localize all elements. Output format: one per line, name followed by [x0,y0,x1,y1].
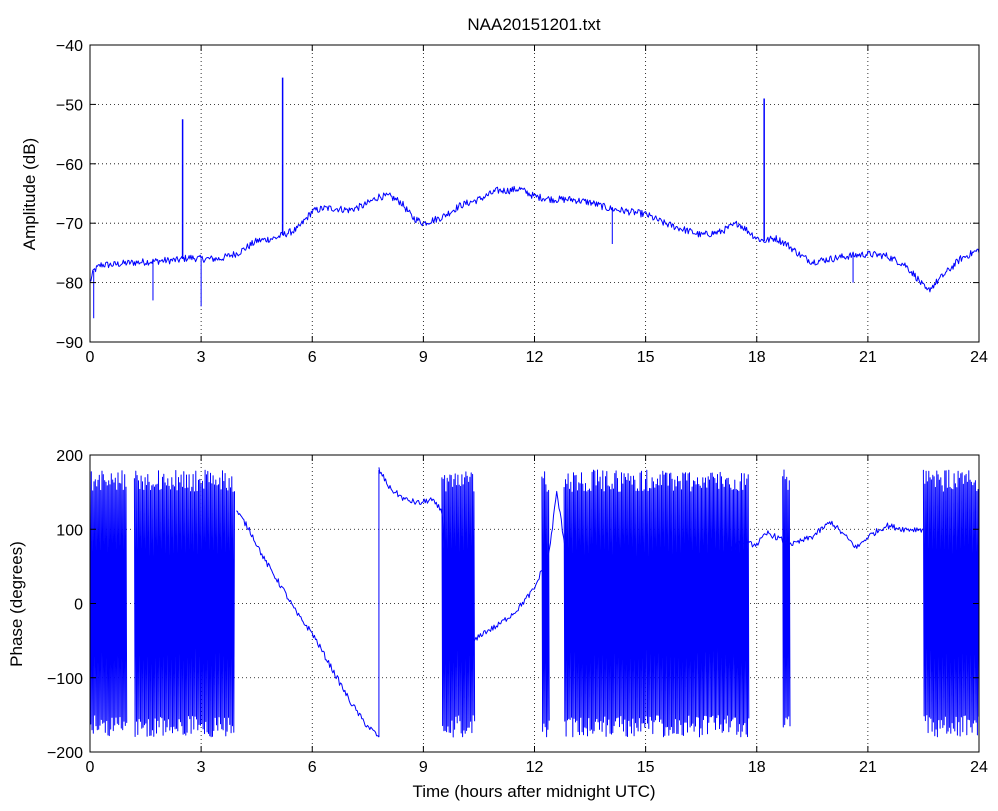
phase-x-axis-label: Time (hours after midnight UTC) [412,782,655,801]
x-tick-label: 6 [308,349,317,366]
x-tick-label: 21 [859,349,877,366]
y-tick-label: −200 [47,745,83,762]
amplitude-series [90,77,979,319]
phase-wrap-segment [922,469,979,738]
phase-axes: 0 3 6 9 12 15 18 21 24 −200 −100 0 100 200 [47,448,988,776]
phase-wrap-segment [563,469,750,738]
x-tick-label: 24 [970,759,988,776]
phase-trend-line [378,467,924,663]
y-tick-label: −40 [56,38,83,55]
y-tick-label: −90 [56,335,83,352]
phase-trend-line [236,510,380,738]
x-tick-label: 9 [419,759,428,776]
y-tick-label: −100 [47,671,83,688]
x-tick-label: 6 [308,759,317,776]
y-tick-label: 0 [74,597,83,614]
y-tick-label: −50 [56,97,83,114]
phase-series [90,467,979,738]
x-tick-label: 12 [526,759,544,776]
x-tick-label: 0 [86,349,95,366]
x-tick-label: 12 [526,349,544,366]
x-tick-label: 24 [970,349,988,366]
x-tick-label: 15 [637,759,655,776]
y-tick-label: −70 [56,216,83,233]
amplitude-axes: 0 3 6 9 12 15 18 21 24 −90 −80 −70 −60 −50 −40 [56,38,988,366]
x-tick-label: 18 [748,759,766,776]
y-tick-label: −60 [56,157,83,174]
chart-title: NAA20151201.txt [467,15,601,34]
x-tick-label: 3 [197,759,206,776]
phase-y-axis-label: Phase (degrees) [7,541,26,667]
phase-wrap-segment [90,470,128,737]
amplitude-y-axis-label: Amplitude (dB) [20,138,39,250]
x-tick-label: 21 [859,759,877,776]
x-tick-label: 3 [197,349,206,366]
amplitude-line [90,185,979,293]
phase-wrap-segment [441,471,476,738]
phase-wrap-segment [782,469,791,728]
y-tick-label: 200 [56,448,83,465]
phase-wrap-segment [541,471,550,738]
x-tick-label: 18 [748,349,766,366]
x-tick-label: 15 [637,349,655,366]
x-tick-label: 0 [86,759,95,776]
y-tick-label: −80 [56,276,83,293]
y-tick-label: 100 [56,522,83,539]
x-tick-label: 9 [419,349,428,366]
phase-wrap-segment [133,469,235,738]
